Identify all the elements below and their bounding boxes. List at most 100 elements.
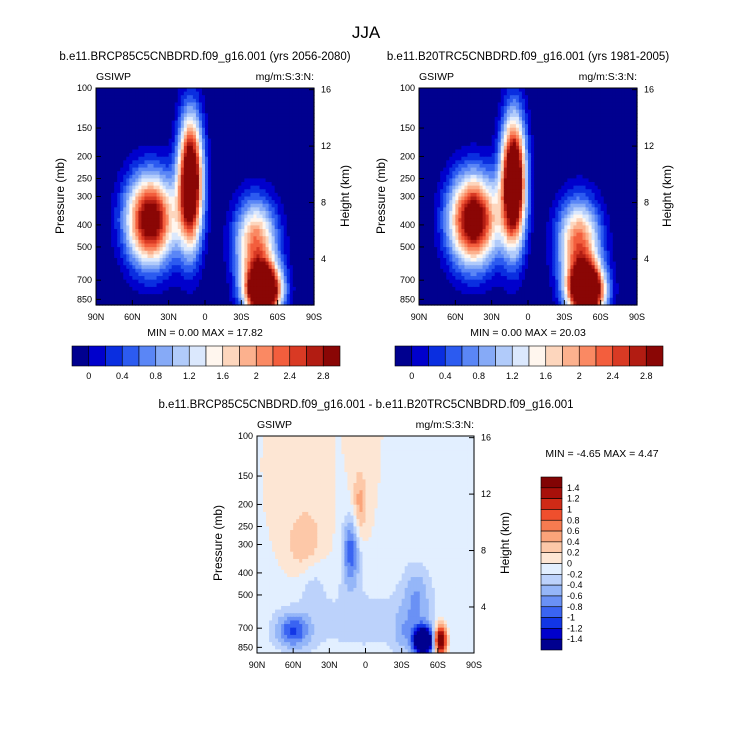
field-cell: [217, 171, 221, 176]
field-cell: [256, 182, 261, 187]
field-cell: [120, 239, 124, 245]
field-cell: [208, 283, 212, 288]
field-cell: [162, 192, 167, 198]
field-cell: [235, 214, 239, 219]
field-cell: [250, 98, 255, 104]
field-cell: [558, 113, 562, 118]
field-cell: [289, 116, 294, 122]
field-cell: [208, 145, 212, 151]
field-cell: [174, 192, 179, 198]
field-cell: [165, 229, 170, 234]
field-cell: [120, 192, 124, 198]
field-cell: [286, 236, 291, 241]
field-cell: [259, 265, 264, 270]
field-cell: [277, 95, 282, 100]
field-cell: [449, 95, 453, 100]
field-cell: [96, 120, 100, 125]
field-cell: [126, 167, 130, 172]
field-cell: [283, 171, 288, 176]
field-cell: [235, 265, 239, 270]
field-cell: [189, 156, 194, 161]
field-cell: [262, 196, 267, 201]
field-cell: [286, 200, 291, 205]
field-cell: [274, 257, 279, 263]
field-cell: [521, 113, 526, 118]
field-cell: [211, 124, 215, 129]
field-cell: [198, 297, 203, 302]
field-cell: [201, 218, 206, 223]
field-cell: [168, 200, 173, 205]
field-cell: [132, 236, 136, 241]
field-cell: [195, 131, 200, 136]
field-cell: [627, 91, 632, 96]
field-cell: [105, 160, 109, 165]
field-cell: [497, 109, 502, 114]
field-cell: [111, 95, 115, 100]
field-cell: [108, 178, 112, 183]
field-cell: [205, 156, 209, 161]
field-cell: [165, 160, 170, 165]
field-cell: [195, 102, 200, 107]
field-cell: [153, 106, 158, 111]
field-cell: [132, 145, 136, 151]
field-cell: [301, 138, 306, 143]
field-cell: [235, 229, 239, 234]
field-cell: [195, 116, 200, 122]
field-cell: [183, 210, 188, 216]
field-cell: [515, 88, 520, 93]
field-cell: [434, 88, 438, 93]
field-cell: [165, 250, 170, 255]
field-cell: [458, 106, 462, 111]
field-cell: [277, 290, 282, 295]
field-cell: [129, 182, 133, 187]
field-cell: [165, 145, 170, 151]
field-cell: [286, 210, 291, 216]
field-cell: [250, 247, 255, 252]
field-cell: [295, 189, 300, 194]
field-cell: [192, 272, 197, 277]
field-cell: [159, 174, 164, 180]
field-cell: [205, 221, 209, 227]
field-cell: [144, 163, 149, 169]
field-cell: [186, 294, 191, 299]
field-cell: [99, 210, 103, 216]
field-cell: [159, 225, 164, 230]
field-cell: [132, 98, 136, 104]
field-cell: [500, 98, 505, 104]
field-cell: [265, 276, 270, 281]
field-cell: [180, 200, 185, 205]
field-cell: [195, 156, 200, 161]
field-cell: [159, 185, 164, 190]
field-cell: [277, 98, 282, 104]
field-cell: [147, 294, 152, 299]
field-cell: [226, 127, 230, 132]
field-cell: [277, 120, 282, 125]
field-cell: [546, 102, 550, 107]
field-cell: [129, 192, 133, 198]
field-cell: [180, 196, 185, 201]
field-cell: [582, 113, 587, 118]
field-cell: [180, 214, 185, 219]
field-cell: [198, 239, 203, 245]
field-cell: [259, 95, 264, 100]
field-cell: [174, 247, 179, 252]
field-cell: [129, 145, 133, 151]
field-cell: [564, 102, 568, 107]
field-cell: [192, 196, 197, 201]
field-cell: [205, 257, 209, 263]
field-cell: [271, 167, 276, 172]
field-cell: [274, 254, 279, 259]
field-cell: [171, 294, 176, 299]
field-cell: [111, 189, 115, 194]
field-cell: [208, 153, 212, 158]
field-cell: [171, 272, 176, 277]
field-cell: [205, 236, 209, 241]
field-cell: [165, 171, 170, 176]
field-cell: [461, 98, 466, 104]
field-cell: [165, 290, 170, 295]
field-cell: [277, 156, 282, 161]
field-cell: [129, 196, 133, 201]
field-cell: [138, 218, 143, 223]
field-cell: [271, 261, 276, 266]
field-cell: [253, 257, 258, 263]
